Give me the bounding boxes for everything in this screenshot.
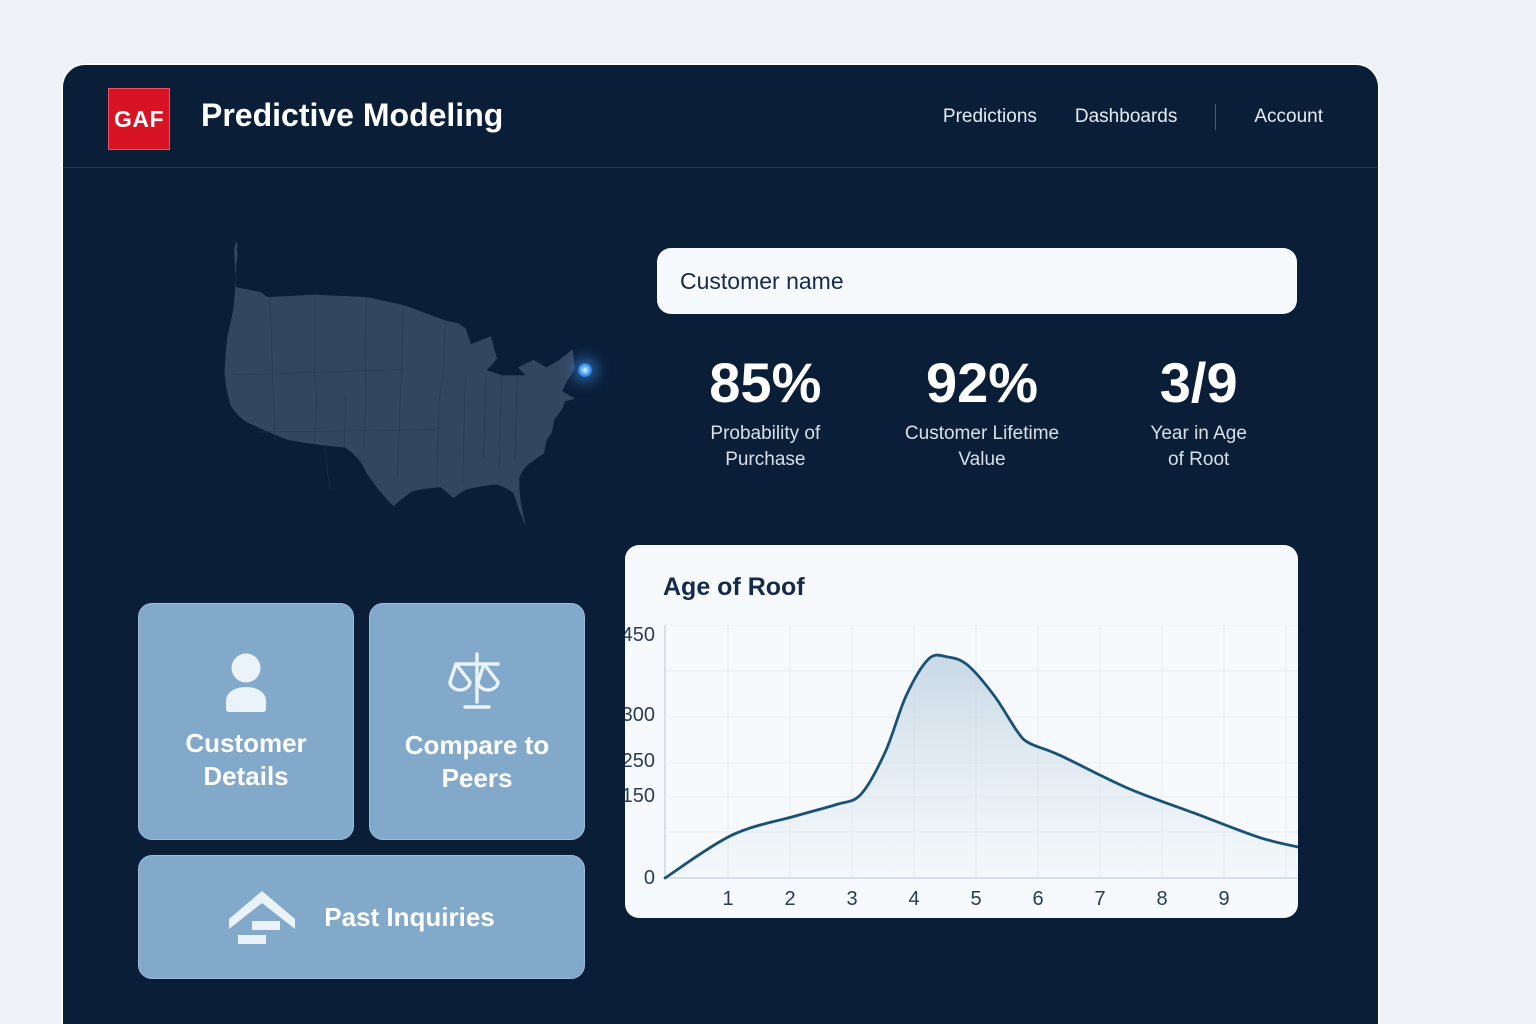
svg-text:6: 6 (1032, 888, 1043, 910)
svg-text:9: 9 (1218, 888, 1229, 910)
svg-text:1: 1 (722, 888, 733, 910)
svg-text:2: 2 (784, 888, 795, 910)
svg-text:150: 150 (625, 785, 655, 807)
svg-text:8: 8 (1156, 888, 1167, 910)
svg-text:3: 3 (846, 888, 857, 910)
svg-text:300: 300 (625, 704, 655, 726)
svg-text:7: 7 (1094, 888, 1105, 910)
svg-text:4: 4 (908, 888, 919, 910)
svg-text:0: 0 (644, 867, 655, 889)
svg-text:5: 5 (970, 888, 981, 910)
svg-text:250: 250 (625, 750, 655, 772)
svg-text:450: 450 (625, 625, 655, 646)
